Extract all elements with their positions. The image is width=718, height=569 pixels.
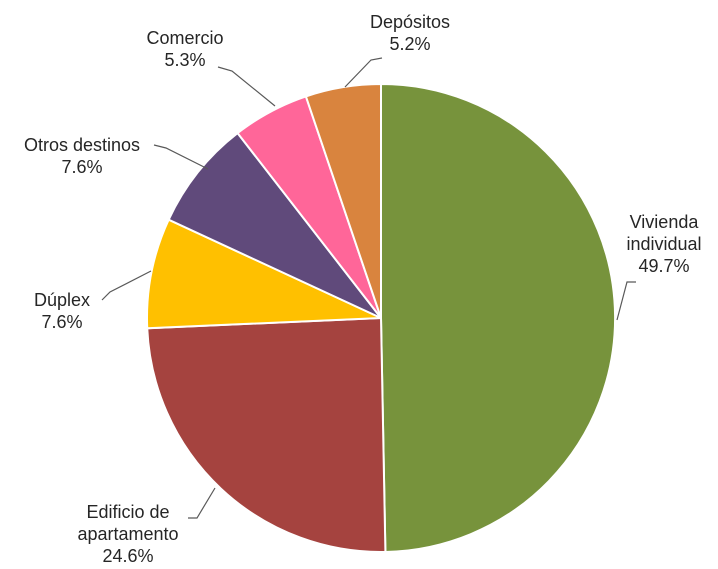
- slice-category-label: Dúplex: [34, 290, 90, 310]
- leader-line-vivienda-individual: [616, 281, 636, 321]
- slice-category-label: Comercio: [146, 28, 223, 48]
- leader-line-depositos: [344, 57, 383, 88]
- pie-slice-edificio-de-apartamento: [146, 316, 387, 553]
- slice-value-label: 5.3%: [164, 50, 205, 70]
- slice-value-label: 5.2%: [389, 34, 430, 54]
- pie-slice-vivienda-individual: [380, 82, 617, 553]
- leader-line-edificio-de-apartamento: [188, 487, 216, 519]
- slice-category-label: Otros destinos: [24, 135, 140, 155]
- slice-value-label: 7.6%: [41, 312, 82, 332]
- slice-label-duplex: Dúplex 7.6%: [34, 290, 90, 332]
- slice-category-label: Edificio de: [86, 502, 169, 522]
- pie-slices: [146, 82, 617, 553]
- slice-category-label: Vivienda: [630, 212, 700, 232]
- slice-category-label: Depósitos: [370, 12, 450, 32]
- slice-label-depositos: Depósitos 5.2%: [370, 12, 450, 54]
- leader-line-otros-destinos: [153, 144, 209, 170]
- pie-slice-otros-destinos: [167, 131, 382, 319]
- slice-label-vivienda-individual: Vivienda individual 49.7%: [626, 212, 701, 276]
- pie-slice-duplex: [146, 218, 382, 330]
- slice-category-label: apartamento: [77, 524, 178, 544]
- slice-category-label: individual: [626, 234, 701, 254]
- leader-line-duplex: [101, 270, 152, 301]
- slice-value-label: 7.6%: [61, 157, 102, 177]
- slice-labels: Vivienda individual 49.7% Edificio de aparta…: [24, 12, 702, 566]
- leader-line-comercio: [217, 66, 276, 107]
- slice-label-comercio: Comercio 5.3%: [146, 28, 223, 70]
- pie-slice-depositos: [304, 82, 382, 319]
- slice-label-otros-destinos: Otros destinos 7.6%: [24, 135, 140, 177]
- leader-lines: [101, 57, 636, 519]
- slice-value-label: 49.7%: [638, 256, 689, 276]
- slice-label-edificio-de-apartamento: Edificio de apartamento 24.6%: [77, 502, 178, 566]
- slice-value-label: 24.6%: [102, 546, 153, 566]
